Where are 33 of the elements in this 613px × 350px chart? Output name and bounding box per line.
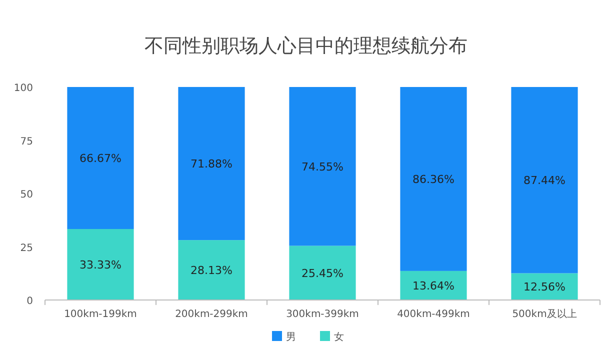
y-tick-label: 100 [14,83,33,94]
data-label: 12.56% [524,280,566,294]
data-label: 33.33% [80,258,122,272]
y-tick-label: 75 [20,136,33,148]
bar [289,246,356,300]
bar [400,270,467,300]
data-label: 87.44% [524,174,566,188]
bar [178,240,245,300]
bar [67,87,134,230]
bar [289,87,356,246]
x-tick-label: 300km-399km [286,309,359,320]
data-label: 28.13% [190,264,232,278]
data-label: 25.45% [302,266,344,280]
data-label: 71.88% [190,158,232,171]
x-tick-label: 500km及以上 [512,308,577,320]
bar [400,87,467,271]
chart-title: 不同性别职场人心目中的理想续航分布 [144,35,468,57]
x-tick-label: 100km-199km [64,309,137,320]
data-label: 13.64% [412,279,454,292]
data-label: 66.67% [80,152,122,166]
y-tick-label: 25 [20,242,33,254]
bar [511,273,578,300]
x-tick-label: 400km-499km [397,309,470,320]
legend-label: 女 [334,331,344,343]
data-label: 86.36% [412,172,454,186]
legend-label: 男 [286,332,296,343]
bar [511,87,578,274]
y-tick-label: 0 [26,296,33,307]
bar [67,229,134,300]
bar [178,86,245,240]
x-tick-label: 200km-299km [175,309,248,320]
data-label: 74.55% [302,160,344,174]
y-tick-label: 50 [20,190,33,200]
